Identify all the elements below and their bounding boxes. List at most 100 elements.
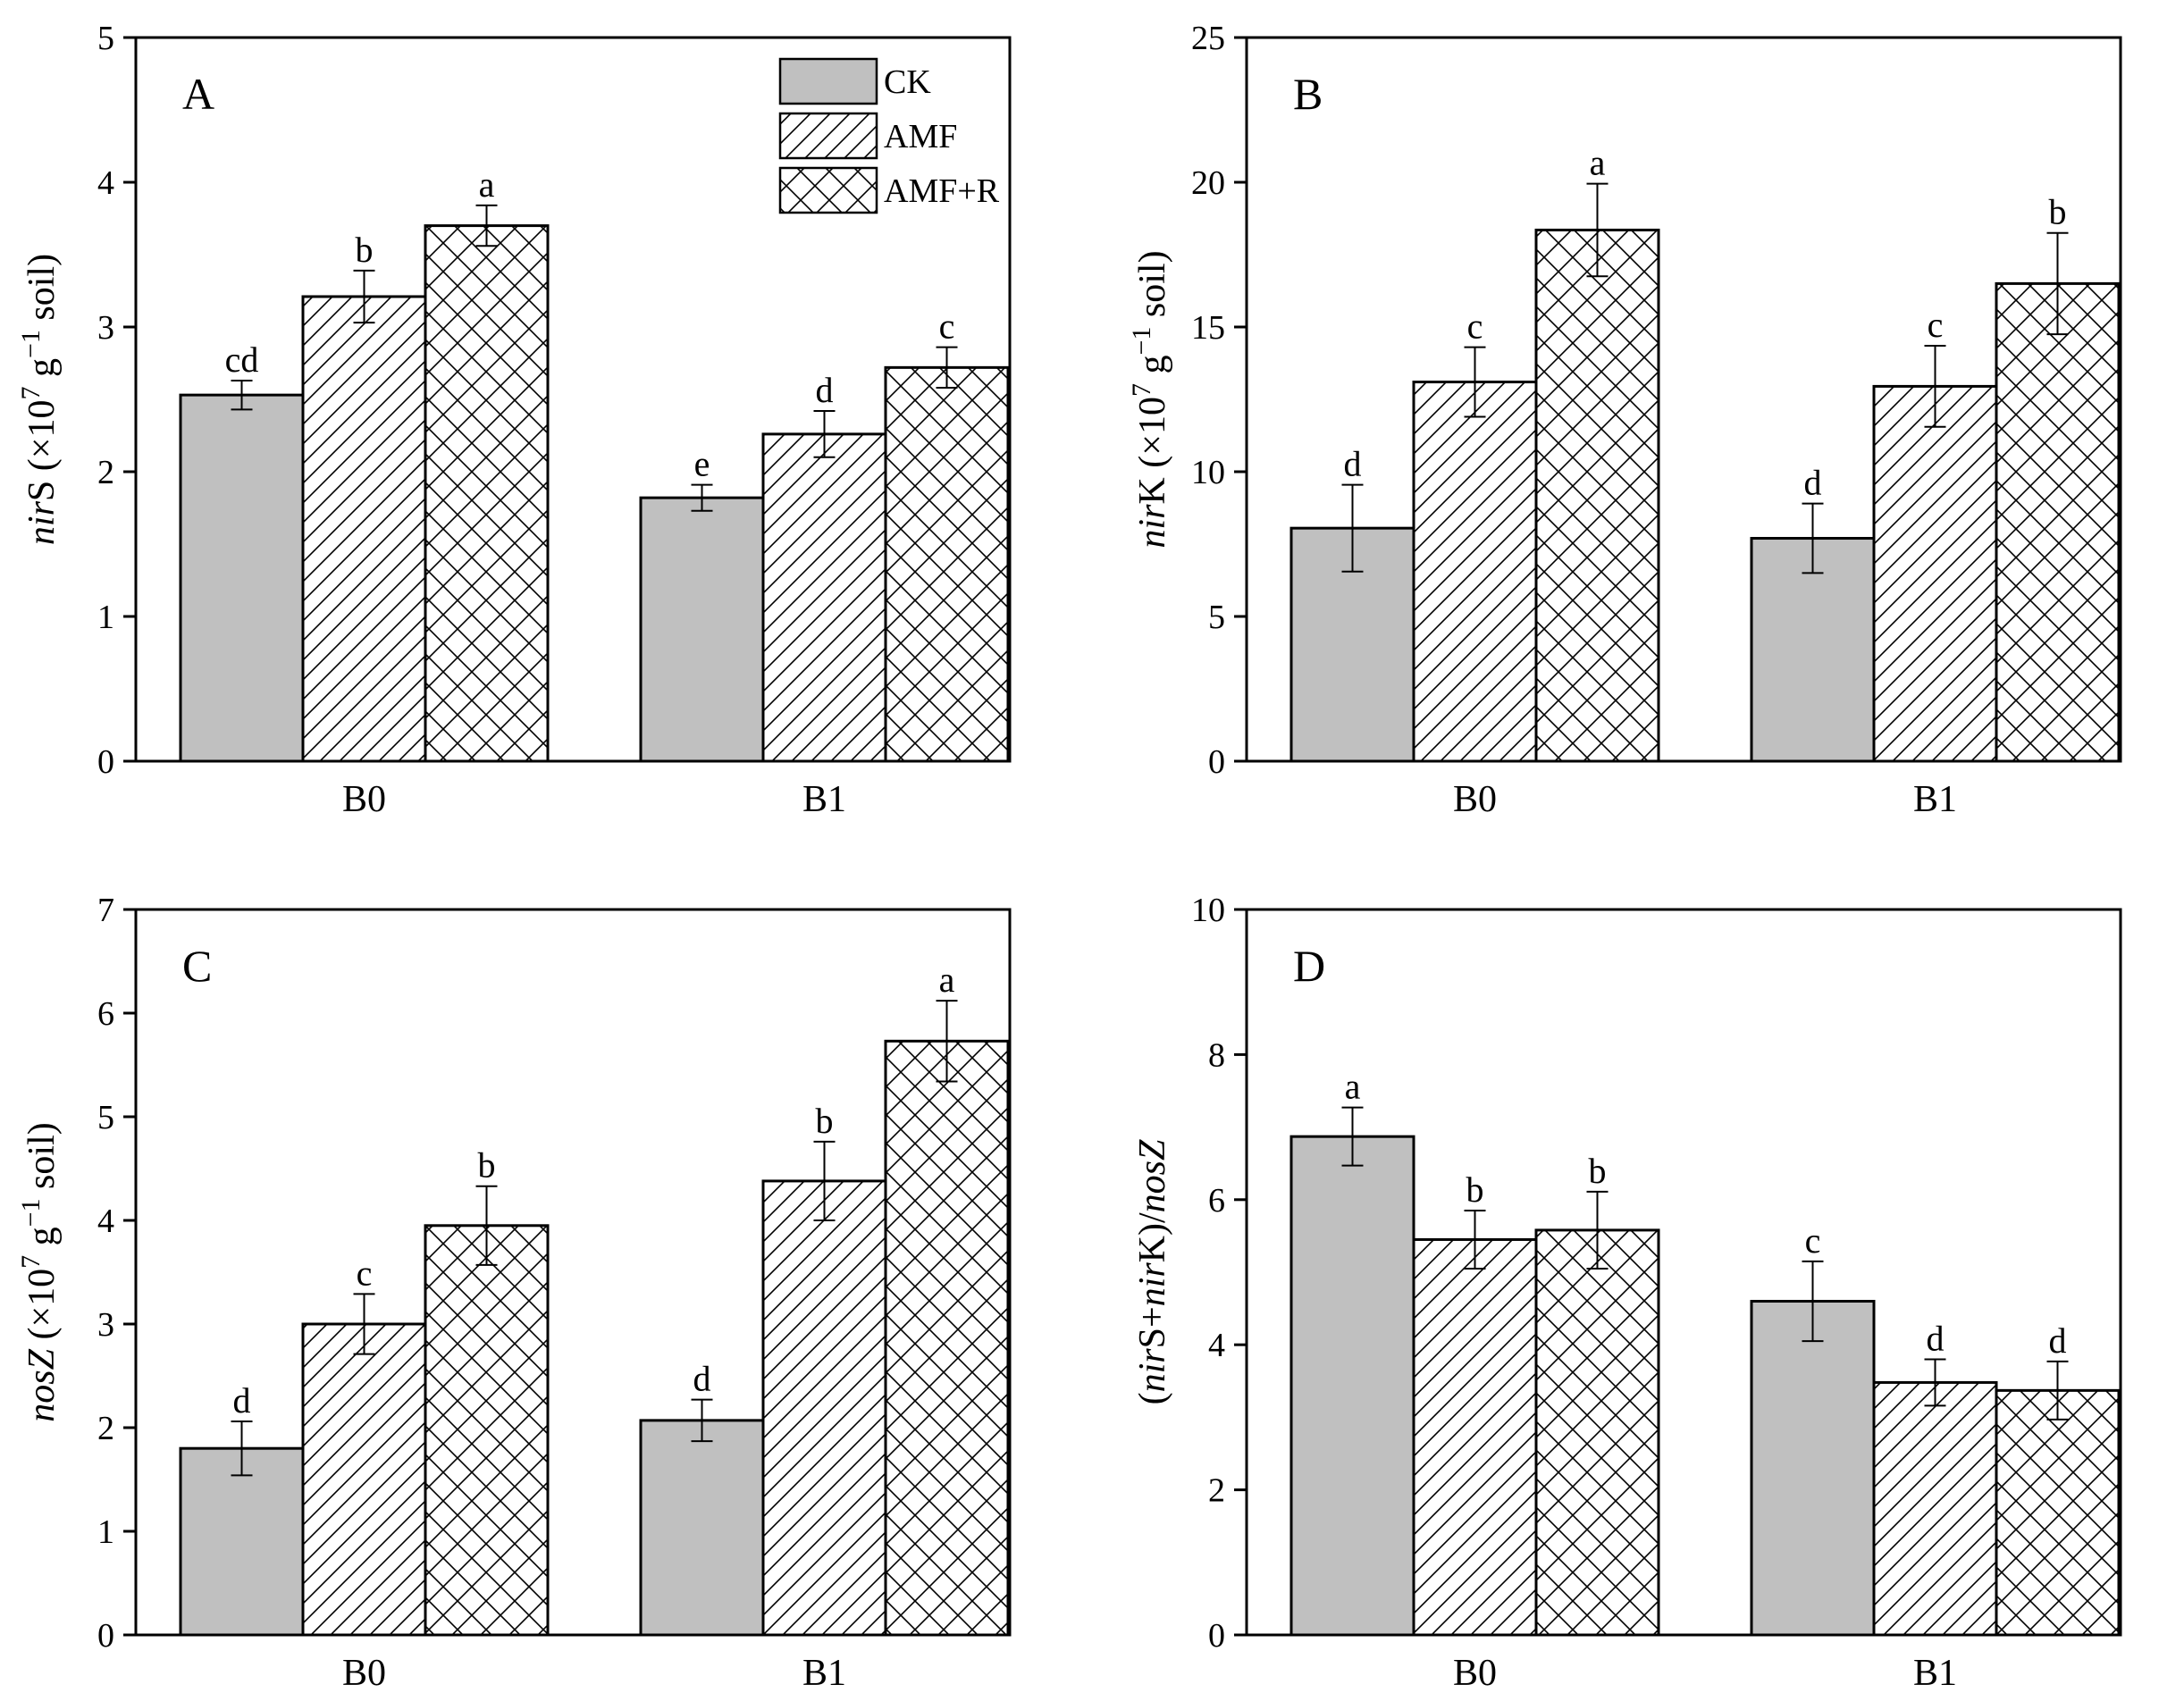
y-tick-label-a: 5 (97, 20, 114, 57)
bar-c-ck-b1 (639, 1419, 765, 1637)
bar-d-amf-b1 (1872, 1380, 1998, 1637)
legend-label-ck: CK (884, 63, 931, 101)
legend-swatch-amf-r (778, 166, 878, 214)
significance-letter-d-ck-b1: c (1805, 1220, 1821, 1261)
significance-letter-a-ck-b1: e (694, 444, 710, 484)
y-axis-label-b: nirK (×107 g−1 soil) (1127, 250, 1174, 548)
error-bar-c-amf-b1 (813, 1140, 836, 1221)
y-tick-label-c: 6 (97, 995, 114, 1033)
significance-letter-a-amf-r-b1: c (939, 306, 955, 347)
bar-a-ck-b1 (639, 496, 765, 763)
significance-letter-d-amf-b0: b (1466, 1169, 1484, 1210)
plot-frame-d (1245, 908, 2122, 1637)
significance-letter-c-amf-r-b0: b (478, 1145, 496, 1186)
y-axis-label-a: nirS (×107 g−1 soil) (16, 254, 63, 545)
y-tick-label-c: 4 (97, 1203, 114, 1240)
error-bar-d-ck-b1 (1802, 1260, 1824, 1343)
y-tick-label-b: 10 (1191, 454, 1225, 491)
bar-a-amf-b1 (761, 432, 887, 763)
significance-letter-c-amf-r-b1: a (939, 960, 955, 1000)
error-bar-c-amf-r-b0 (475, 1185, 498, 1266)
error-bar-d-amf-b1 (1924, 1358, 1946, 1407)
bar-b-amf-b0 (1412, 381, 1538, 763)
error-bar-d-amf-r-b0 (1586, 1190, 1609, 1270)
error-bar-a-ck-b0 (231, 379, 253, 411)
bar-c-amf-r-b1 (884, 1039, 1010, 1637)
significance-letter-d-amf-r-b0: b (1589, 1151, 1607, 1191)
error-bar-a-amf-r-b0 (475, 204, 498, 247)
significance-letter-b-amf-b0: c (1467, 306, 1483, 347)
y-tick-label-d: 2 (1208, 1472, 1225, 1510)
significance-letter-b-amf-r-b0: a (1590, 143, 1606, 183)
bar-b-amf-b1 (1872, 384, 1998, 763)
bar-a-ck-b0 (179, 393, 305, 763)
error-bar-a-amf-b0 (353, 269, 375, 324)
bar-c-ck-b0 (179, 1446, 305, 1637)
y-tick-label-b: 20 (1191, 164, 1225, 202)
significance-letter-c-amf-b0: c (357, 1253, 373, 1293)
error-bar-c-ck-b1 (691, 1398, 713, 1443)
x-category-label-c-b0: B0 (342, 1653, 386, 1693)
bar-d-amf-r-b1 (1995, 1388, 2121, 1637)
y-tick-label-b: 15 (1191, 309, 1225, 347)
error-bar-c-amf-r-b1 (936, 1000, 958, 1083)
error-bar-a-amf-r-b1 (936, 346, 958, 390)
error-bar-b-amf-r-b1 (2046, 231, 2069, 336)
legend-a: CK AMF AMF+R (778, 57, 1000, 214)
legend-swatch-amf (778, 112, 878, 160)
y-tick-label-d: 0 (1208, 1617, 1225, 1655)
significance-letter-d-amf-r-b1: d (2049, 1320, 2067, 1361)
bar-d-amf-b0 (1412, 1237, 1538, 1637)
y-tick-label-b: 5 (1208, 599, 1225, 636)
significance-letter-c-ck-b0: d (233, 1380, 251, 1421)
panel-label-d: D (1293, 941, 1325, 991)
legend-label-amf-r: AMF+R (884, 172, 1000, 210)
significance-letter-c-amf-b1: b (816, 1101, 834, 1141)
significance-letter-a-amf-b0: b (356, 230, 374, 270)
significance-letter-c-ck-b1: d (693, 1359, 711, 1399)
y-tick-label-d: 6 (1208, 1182, 1225, 1219)
significance-letter-b-amf-b1: c (1928, 305, 1944, 345)
significance-letter-d-ck-b0: a (1345, 1067, 1361, 1107)
y-tick-label-c: 5 (97, 1099, 114, 1136)
error-bar-c-ck-b0 (231, 1421, 253, 1477)
error-bar-d-amf-b0 (1464, 1209, 1486, 1270)
y-axis-label-c: nosZ (×107 g−1 soil) (16, 1122, 63, 1421)
y-tick-label-d: 4 (1208, 1327, 1225, 1364)
x-category-label-d-b0: B0 (1453, 1653, 1497, 1693)
y-tick-label-c: 0 (97, 1617, 114, 1655)
y-tick-label-c: 2 (97, 1410, 114, 1447)
error-bar-d-amf-r-b1 (2046, 1360, 2069, 1421)
y-tick-label-b: 25 (1191, 20, 1225, 57)
x-category-label-b-b0: B0 (1453, 779, 1497, 820)
y-axis-label-d: (nirS+nirK)/nosZ (1132, 1139, 1173, 1404)
plot-frame-a (134, 36, 1012, 763)
bar-c-amf-b1 (761, 1179, 887, 1637)
bar-d-ck-b1 (1750, 1299, 1876, 1637)
x-category-label-b-b1: B1 (1913, 779, 1957, 820)
significance-letter-b-ck-b0: d (1344, 444, 1362, 484)
y-tick-label-a: 1 (97, 599, 114, 636)
significance-letter-b-amf-r-b1: b (2049, 192, 2067, 232)
y-tick-label-c: 3 (97, 1306, 114, 1344)
bar-a-amf-b0 (301, 295, 427, 763)
error-bar-b-amf-r-b0 (1586, 182, 1609, 278)
bar-a-amf-r-b0 (424, 224, 550, 763)
bar-a-amf-r-b1 (884, 365, 1010, 763)
legend-label-amf: AMF (884, 118, 957, 155)
plot-frame-b (1245, 36, 2122, 763)
panel-d: a c b d b d 0 2 4 6 8 10 B0 B1 D (nirS+nirK)/nosZ (1132, 892, 2122, 1693)
error-bar-b-amf-b0 (1464, 346, 1486, 418)
significance-letter-a-amf-b1: d (816, 370, 834, 410)
bar-d-ck-b0 (1289, 1135, 1415, 1637)
error-bar-a-amf-b1 (813, 409, 836, 458)
panel-label-c: C (182, 941, 212, 991)
error-bar-c-amf-b0 (353, 1293, 375, 1355)
significance-letter-a-ck-b0: cd (225, 339, 259, 380)
error-bar-b-ck-b0 (1341, 483, 1364, 573)
y-tick-label-c: 7 (97, 892, 114, 929)
